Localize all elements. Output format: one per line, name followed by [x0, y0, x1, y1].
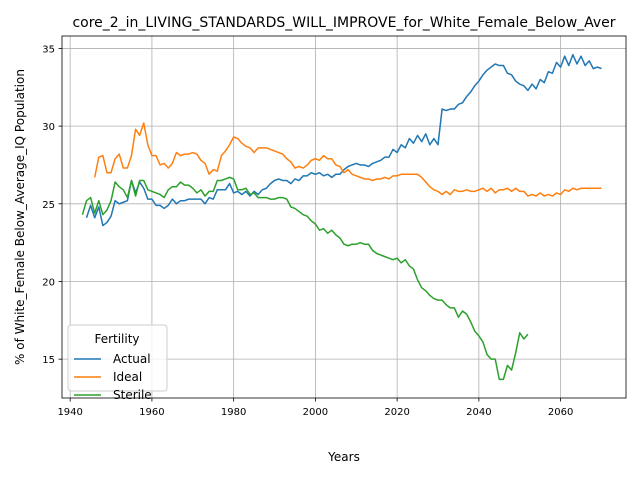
x-axis-label: Years: [327, 450, 360, 464]
y-tick-label: 30: [42, 122, 55, 133]
y-axis-ticks: 15 20 25 30 35: [42, 44, 62, 366]
x-tick-label: 2020: [384, 407, 409, 418]
chart-title: core_2_in_LIVING_STANDARDS_WILL_IMPROVE_…: [72, 15, 615, 31]
x-tick-label: 1940: [57, 407, 82, 418]
legend: Fertility Actual Ideal Sterile: [67, 324, 168, 402]
y-tick-label: 20: [42, 277, 55, 288]
x-tick-label: 1980: [221, 407, 246, 418]
legend-label-ideal: Ideal: [113, 370, 142, 384]
series-line-ideal: [93, 122, 602, 197]
y-tick-label: 35: [42, 44, 55, 55]
x-tick-label: 1960: [139, 407, 164, 418]
series-layer: [81, 53, 602, 381]
series-line-actual: [85, 53, 602, 227]
series-line-sterile: [81, 176, 529, 381]
plot-frame: [61, 35, 627, 399]
x-tick-label: 2040: [466, 407, 491, 418]
legend-box: [67, 324, 168, 392]
y-tick-label: 15: [42, 355, 55, 366]
y-axis-label: % of White_Female Below_Average_IQ Popul…: [13, 69, 27, 365]
x-axis-ticks: 1940 1960 1980 2000 2020 2040 2060: [57, 398, 573, 418]
legend-label-actual: Actual: [113, 352, 151, 366]
y-tick-label: 25: [42, 200, 55, 211]
legend-label-sterile: Sterile: [113, 388, 152, 402]
x-tick-label: 2000: [303, 407, 328, 418]
legend-title: Fertility: [94, 332, 139, 346]
x-tick-label: 2060: [548, 407, 573, 418]
